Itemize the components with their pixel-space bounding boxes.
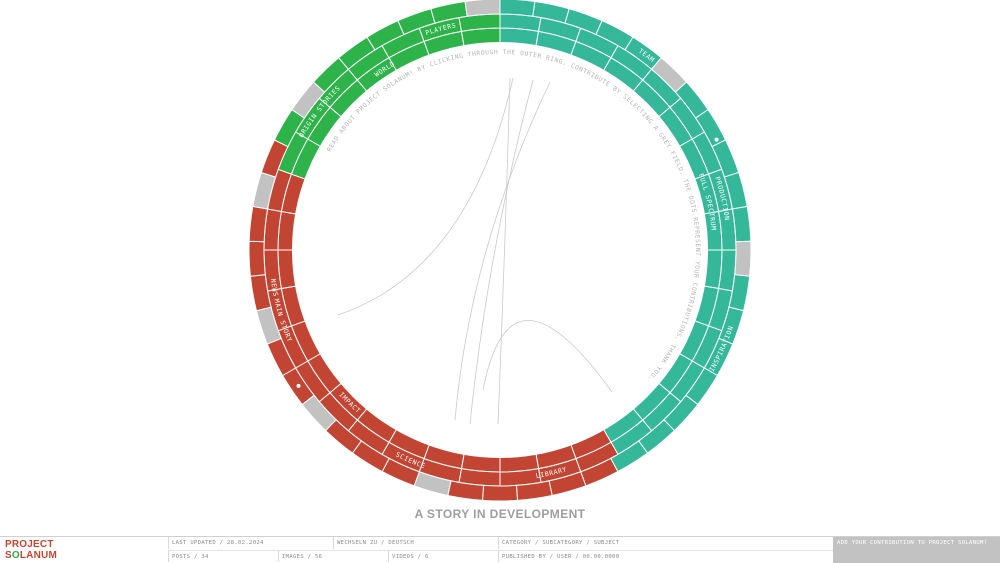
contribution-dot[interactable] <box>296 383 301 388</box>
add-contribution-button[interactable]: ADD YOUR CONTRIBUTION TO PROJECT SOLANUM… <box>833 537 1000 563</box>
subject-segment[interactable] <box>499 0 536 17</box>
logo-top-text: PROJECT <box>5 539 54 550</box>
story-wheel: FULL SPECTRUM IMPACT WORLD PRODUCTION LIBRAR… <box>248 0 752 502</box>
breadcrumb-path: CATEGORY / SUBCATEGORY / SUBJECT <box>498 537 833 549</box>
relation-chord <box>497 77 511 425</box>
relation-chord <box>337 77 514 316</box>
subject-segment[interactable] <box>248 205 269 243</box>
logo-bottom-text: SOLANUM <box>5 550 57 561</box>
relation-chord <box>482 320 613 393</box>
tagline: A STORY IN DEVELOPMENT <box>414 507 586 521</box>
contribution-slot[interactable] <box>734 240 752 277</box>
contribution-slot[interactable] <box>464 0 501 17</box>
published-by: PUBLISHED BY / USER / 00.00.0000 <box>498 550 833 562</box>
story-wheel-svg: FULL SPECTRUMIMPACTWORLDPRODUCTIONLIBRAR… <box>248 0 752 502</box>
subject-segment[interactable] <box>481 484 519 502</box>
relation-chord <box>469 79 534 425</box>
inner-divider <box>292 42 708 458</box>
language-switch-link[interactable]: WECHSELN ZU / DEUTSCH <box>333 537 498 549</box>
posts-count: POSTS / 34 <box>168 550 278 562</box>
footer: PROJECT SOLANUM LAST UPDATED / 28.02.202… <box>0 536 1000 563</box>
project-solanum-logo[interactable]: PROJECT SOLANUM <box>5 540 165 562</box>
last-updated: LAST UPDATED / 28.02.2024 <box>168 537 333 549</box>
contribution-dot[interactable] <box>714 137 719 142</box>
subcategory-label[interactable]: NEWS <box>269 278 280 297</box>
relation-chord <box>454 81 551 421</box>
videos-count: VIDEOS / 6 <box>388 550 498 562</box>
subject-segment[interactable] <box>731 205 752 243</box>
images-count: IMAGES / 56 <box>278 550 388 562</box>
subject-segment[interactable] <box>248 240 266 277</box>
